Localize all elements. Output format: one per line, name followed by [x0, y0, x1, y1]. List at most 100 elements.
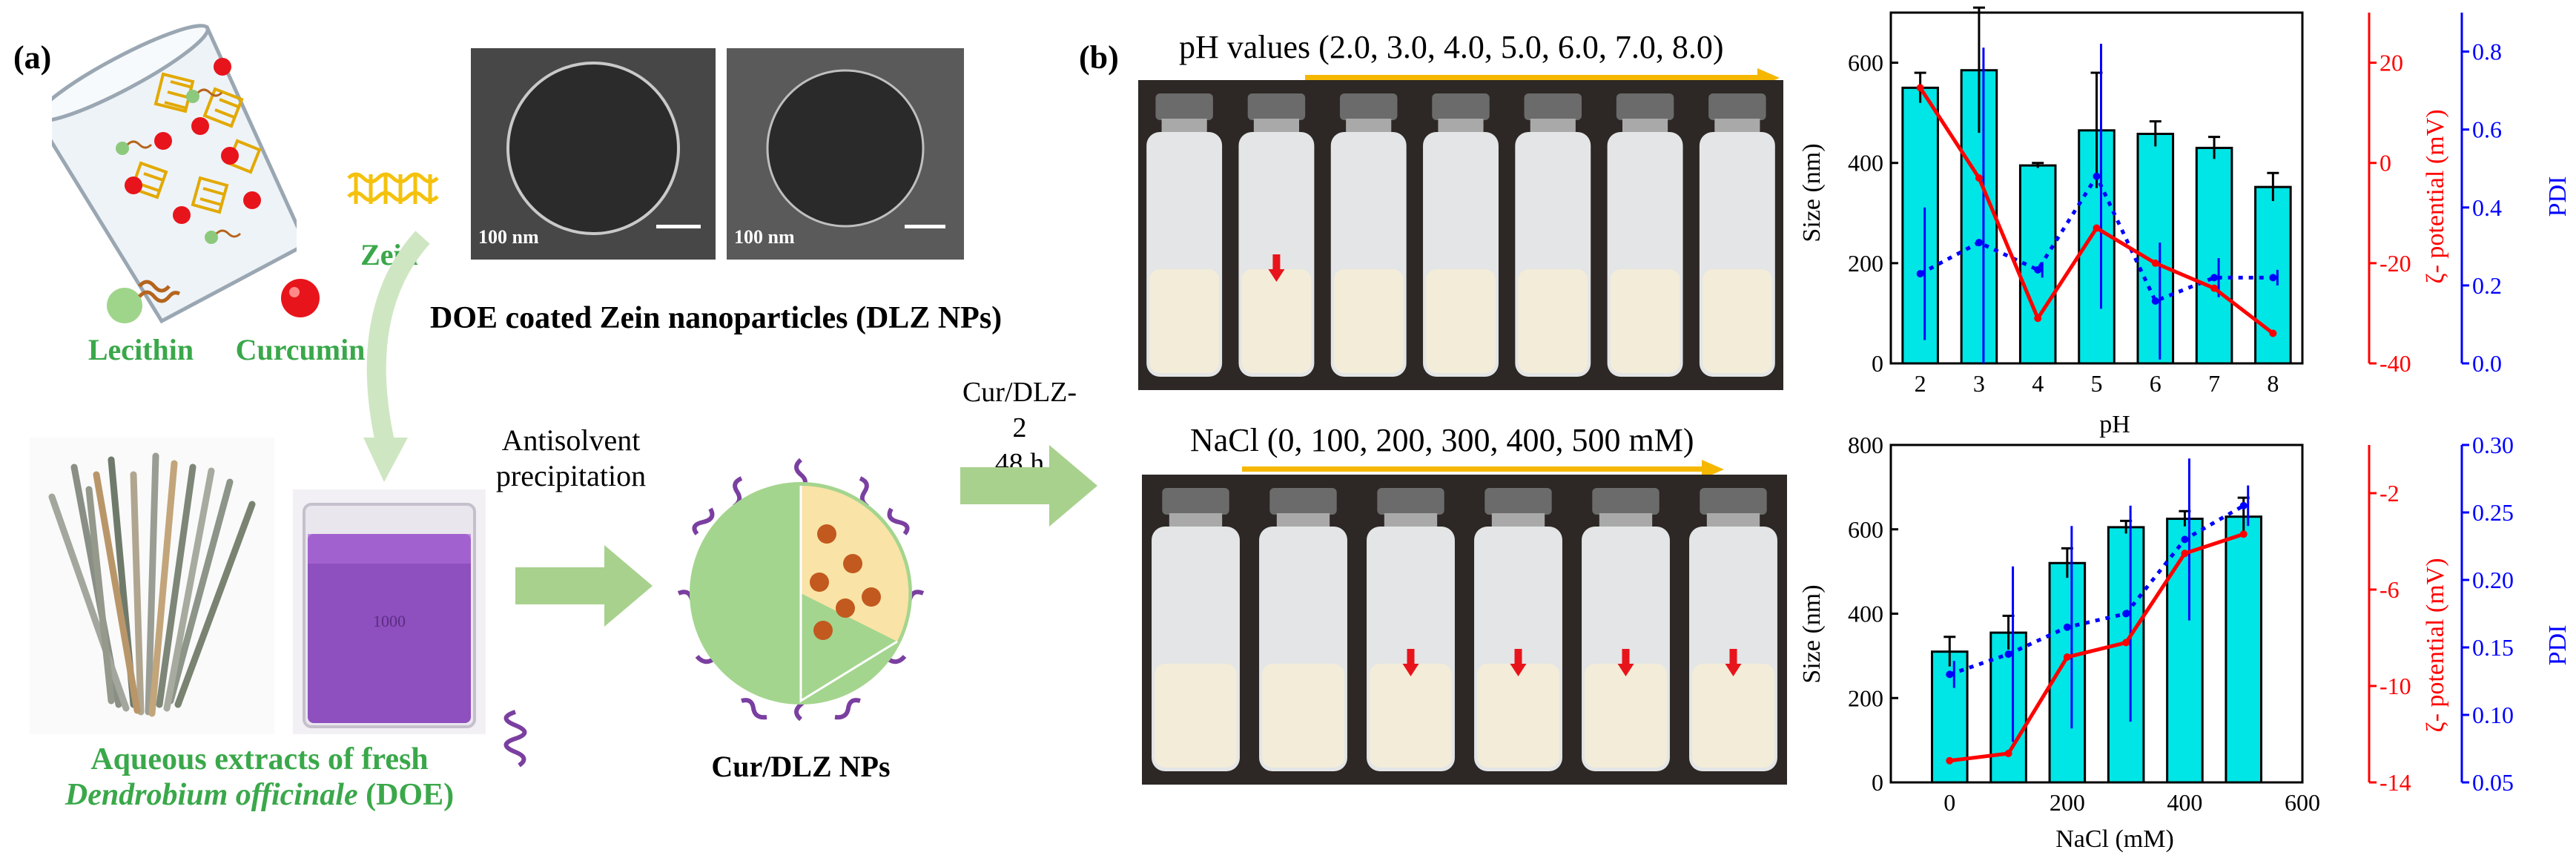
ph-vial — [1146, 93, 1223, 377]
nps-caption: Cur/DLZ NPs — [711, 750, 891, 783]
antisolvent-line1: Antisolvent — [501, 423, 641, 457]
extract-caption-abbrev: (DOE) — [357, 778, 455, 812]
nacl-vial-neck — [1599, 513, 1653, 530]
ph-vial-neck — [1346, 119, 1392, 135]
ph-vial-liquid — [1610, 269, 1680, 373]
lecithin-icon — [107, 280, 181, 323]
nacl-ylabel-zeta: ζ- potential (mV) — [2422, 558, 2449, 732]
ph-pdi-point — [1916, 270, 1924, 278]
ph-vial-neck — [1161, 119, 1207, 135]
nacl-xtick-label: 0 — [1943, 789, 1955, 816]
ph-ytick-label-pdi: 0.2 — [2472, 272, 2502, 299]
ph-ytick-label-size: 200 — [1848, 250, 1883, 277]
nacl-ylabel-pdi: PDI — [2544, 625, 2572, 666]
lecithin-label: Lecithin — [87, 333, 194, 366]
nacl-pdi-line — [1949, 504, 2245, 676]
sem-scale-label-2: 100 nm — [734, 226, 795, 248]
ph-pdi-point — [2151, 297, 2159, 305]
sem-image-2: 100 nm — [727, 48, 964, 260]
nacl-pdi-point — [2239, 501, 2248, 509]
ph-vial-cap — [1616, 93, 1674, 120]
ph-pdi-point — [2093, 172, 2101, 180]
nacl-xtick-label: 600 — [2285, 789, 2320, 816]
ph-vial-cap — [1339, 93, 1398, 120]
nacl-vial — [1689, 488, 1777, 771]
ph-xtick-label: 4 — [2032, 370, 2044, 397]
panel-a-label: (a) — [13, 39, 52, 76]
antisolvent-label: Antisolvent precipitation — [482, 423, 660, 494]
nacl-pdi-point — [2181, 535, 2189, 544]
nacl-size-bar — [2107, 526, 2145, 784]
nacl-zeta-line — [1949, 532, 2245, 763]
nacl-pdi-point — [2004, 650, 2012, 659]
ph-ytick-label-pdi: 0.8 — [2472, 39, 2502, 65]
nacl-vial-neck — [1491, 513, 1545, 530]
nacl-zeta-point — [2239, 530, 2248, 538]
ph-ytick-label-size: 600 — [1848, 50, 1883, 76]
nacl-ytick-label-size: 400 — [1848, 601, 1883, 627]
ph-zeta-point — [1975, 174, 1983, 182]
nacl-vial-neck — [1384, 513, 1438, 530]
ph-pdi-point — [2269, 274, 2277, 282]
nacl-xtick-label: 400 — [2167, 789, 2202, 816]
ph-xtick-label: 7 — [2208, 370, 2220, 397]
ph-vial-cap — [1524, 93, 1582, 120]
nacl-vial — [1367, 488, 1455, 771]
ph-zeta-point — [2034, 314, 2042, 323]
nacl-ytick-label-zeta: -14 — [2380, 769, 2411, 796]
nacl-sediment-marker — [1617, 649, 1634, 676]
nacl-vials-photo — [1142, 475, 1787, 785]
cur-dlz-nanoparticle-illustration — [677, 458, 925, 722]
ph-ylabel-size: Size (nm) — [1798, 143, 1826, 242]
nacl-ytick-label-pdi: 0.10 — [2472, 702, 2514, 728]
nacl-vial-cap — [1377, 488, 1444, 515]
nacl-ytick-label-pdi: 0.25 — [2472, 499, 2514, 526]
nacl-ytick-label-pdi: 0.15 — [2472, 634, 2514, 661]
ph-pdi-point — [1975, 239, 1983, 247]
extract-caption: Aqueous extracts of fresh Dendrobium off… — [15, 742, 504, 813]
nacl-ylabel-size: Size (nm) — [1798, 584, 1826, 683]
ph-vial — [1330, 93, 1407, 377]
nacl-vial — [1152, 488, 1240, 771]
nacl-vial-liquid — [1692, 664, 1774, 768]
nacl-zeta-point — [2122, 639, 2130, 647]
nacl-photo-bg — [1142, 475, 1787, 785]
ph-zeta-point — [2210, 284, 2219, 292]
nacl-sediment-marker — [1725, 649, 1742, 676]
ph-vial-neck — [1622, 119, 1668, 135]
ph-vial — [1423, 93, 1499, 377]
nacl-vial-liquid — [1370, 664, 1452, 768]
ph-vial-cap — [1432, 93, 1490, 120]
nacl-zeta-point — [1946, 756, 1954, 765]
curcumin-label: Curcumin — [235, 333, 366, 366]
nacl-ytick-label-zeta: -10 — [2380, 673, 2411, 699]
nacl-zeta-point — [2004, 750, 2012, 757]
nacl-vial-neck — [1706, 513, 1760, 530]
sem-image-1: 100 nm — [471, 48, 716, 260]
ph-zeta-point — [1916, 84, 1924, 92]
nacl-ytick-label-size: 800 — [1848, 438, 1883, 458]
ph-vial-liquid — [1426, 269, 1496, 373]
ph-header: pH values (2.0, 3.0, 4.0, 5.0, 6.0, 7.0,… — [1179, 29, 1724, 65]
nacl-ytick-label-zeta: -2 — [2380, 480, 2400, 507]
sem-scale-label-1: 100 nm — [478, 226, 539, 248]
ph-ytick-label-pdi: 0.0 — [2472, 350, 2502, 377]
ph-vial-neck — [1714, 119, 1760, 135]
doe-extract-beaker-photo: 1000 — [293, 489, 486, 734]
ph-vial — [1699, 93, 1775, 377]
nacl-header: NaCl (0, 100, 200, 300, 400, 500 mM) — [1190, 422, 1694, 458]
nacl-size-bar — [2225, 515, 2263, 784]
cur-dlz-line1: Cur/DLZ-2 — [962, 377, 1077, 443]
ph-ytick-label-pdi: 0.4 — [2472, 194, 2502, 221]
nacl-vial-cap — [1700, 488, 1767, 515]
ph-stability-chart: Size (nm) ζ- potential (mV) PDI pH 02004… — [1798, 6, 2572, 438]
ph-xtick-label: 8 — [2267, 370, 2279, 397]
ph-zeta-point — [2093, 224, 2101, 232]
nacl-vial-neck — [1169, 513, 1223, 530]
incubation-arrow — [960, 445, 1097, 527]
ph-xtick-label: 2 — [1915, 370, 1926, 397]
curcumin-icon — [281, 279, 320, 317]
zein-icon — [347, 172, 439, 204]
nacl-ytick-label-pdi: 0.20 — [2472, 567, 2514, 593]
ph-vial-liquid — [1149, 269, 1220, 373]
